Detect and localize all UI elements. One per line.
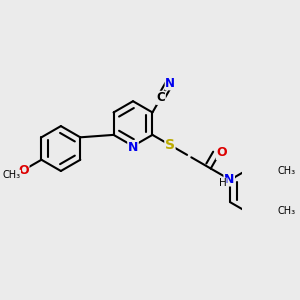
Text: O: O xyxy=(18,164,29,177)
Text: N: N xyxy=(224,173,234,186)
Text: N: N xyxy=(128,141,138,154)
Text: CH₃: CH₃ xyxy=(3,170,21,180)
Text: H: H xyxy=(219,178,226,188)
Text: N: N xyxy=(165,77,175,90)
Text: O: O xyxy=(216,146,227,160)
Text: CH₃: CH₃ xyxy=(278,206,296,216)
Text: CH₃: CH₃ xyxy=(278,166,296,176)
Text: C: C xyxy=(157,92,165,104)
Text: S: S xyxy=(165,138,175,152)
